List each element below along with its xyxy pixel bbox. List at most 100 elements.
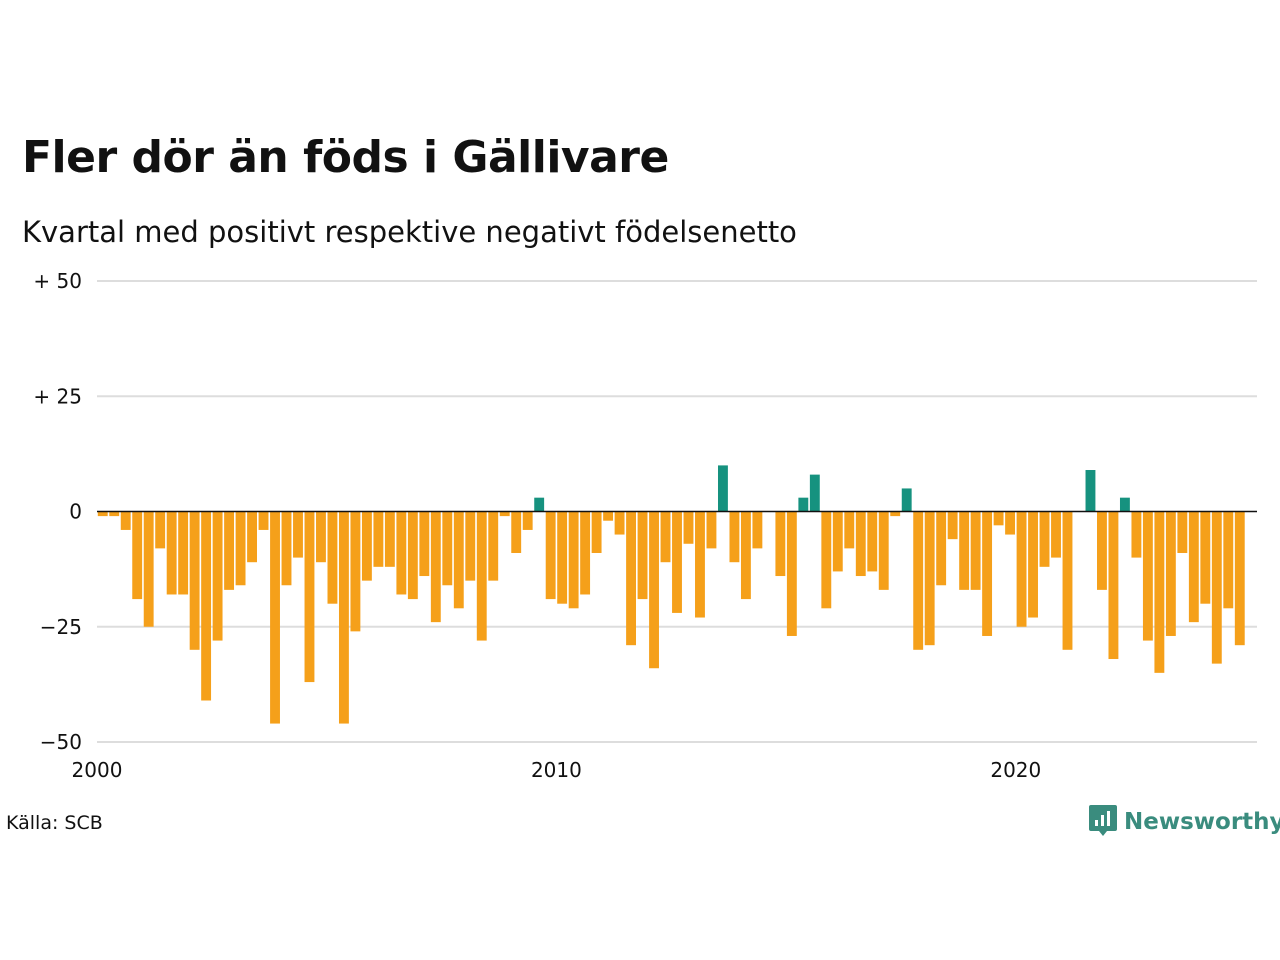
- bar: [465, 511, 476, 581]
- bar: [924, 511, 935, 646]
- bar: [936, 511, 947, 586]
- bar: [1062, 511, 1073, 650]
- bar: [717, 465, 728, 512]
- bar: [752, 511, 763, 549]
- bar: [660, 511, 671, 563]
- bar: [740, 511, 751, 600]
- bar: [373, 511, 384, 567]
- bar: [166, 511, 177, 595]
- bar: [212, 511, 223, 641]
- bar: [488, 511, 499, 581]
- bar: [591, 511, 602, 553]
- bar: [1234, 511, 1245, 646]
- y-axis-ticks: + 50 + 25 0 −25 −50: [33, 269, 82, 754]
- chart-title: Fler dör än föds i Gällivare: [22, 132, 669, 183]
- y-tick-label: −25: [40, 615, 82, 639]
- bar: [1223, 511, 1234, 609]
- bar: [109, 511, 120, 517]
- bar: [224, 511, 235, 590]
- bar: [384, 511, 395, 567]
- brand-logo: Newsworthy: [1088, 804, 1280, 840]
- bar-chart: + 50 + 25 0 −25 −50 2000 2010 2020: [33, 269, 1257, 782]
- bar: [338, 511, 349, 724]
- bar: [396, 511, 407, 595]
- bar: [143, 511, 154, 627]
- bar: [1039, 511, 1050, 567]
- bar: [522, 511, 533, 530]
- x-tick-label: 2010: [531, 758, 582, 782]
- bar: [959, 511, 970, 590]
- bar: [1028, 511, 1038, 618]
- bar: [1211, 511, 1222, 664]
- bar: [1051, 511, 1061, 558]
- bar: [1131, 511, 1142, 558]
- bar: [557, 511, 568, 604]
- bar: [913, 511, 924, 650]
- bar: [258, 511, 269, 530]
- bar: [499, 511, 510, 517]
- bar: [1005, 511, 1016, 535]
- source-note: Källa: SCB: [6, 812, 103, 834]
- bar: [832, 511, 843, 572]
- bar: [1142, 511, 1153, 641]
- bar: [603, 511, 614, 521]
- bar: [304, 511, 315, 683]
- bar: [683, 511, 694, 544]
- bar: [729, 511, 740, 563]
- bar: [293, 511, 303, 558]
- bar: [534, 497, 545, 512]
- bar: [201, 511, 212, 701]
- x-tick-label: 2000: [72, 758, 123, 782]
- bar: [350, 511, 361, 632]
- bar: [798, 497, 809, 512]
- bar: [809, 474, 820, 512]
- brand-name: Newsworthy: [1124, 809, 1280, 835]
- y-tick-label: + 25: [33, 384, 82, 408]
- bar: [361, 511, 372, 581]
- bar: [419, 511, 430, 577]
- bar: [178, 511, 189, 595]
- bar: [281, 511, 292, 586]
- y-tick-label: −50: [40, 730, 82, 754]
- bar: [614, 511, 625, 535]
- bar: [637, 511, 648, 600]
- y-tick-label: 0: [69, 500, 82, 524]
- bar: [511, 511, 522, 553]
- bar: [1016, 511, 1027, 627]
- bar: [1177, 511, 1188, 553]
- bar: [1097, 511, 1107, 590]
- bar: [982, 511, 993, 636]
- bar: [97, 511, 108, 517]
- bar: [1200, 511, 1211, 604]
- x-axis-ticks: 2000 2010 2020: [72, 758, 1042, 782]
- bar: [706, 511, 717, 549]
- bar: [327, 511, 338, 604]
- bar: [867, 511, 878, 572]
- bar: [970, 511, 981, 590]
- bar: [120, 511, 131, 530]
- bar: [947, 511, 958, 540]
- bar: [890, 511, 901, 517]
- gridlines: [97, 280, 1257, 743]
- y-tick-label: + 50: [33, 269, 82, 293]
- bar: [695, 511, 705, 618]
- bar: [1119, 497, 1130, 512]
- bar: [1108, 511, 1119, 660]
- bar: [775, 511, 786, 577]
- bar: [442, 511, 453, 586]
- bar: [453, 511, 464, 609]
- bar: [649, 511, 659, 669]
- chart-subtitle: Kvartal med positivt respektive negativt…: [22, 215, 797, 249]
- bar: [626, 511, 637, 646]
- bar: [901, 488, 912, 512]
- bar: [270, 511, 280, 724]
- bar: [545, 511, 556, 600]
- bar: [844, 511, 855, 549]
- bar: [568, 511, 579, 609]
- bar: [786, 511, 797, 636]
- bar: [476, 511, 487, 641]
- bar: [247, 511, 257, 563]
- bar: [430, 511, 441, 623]
- newsworthy-logo-icon: [1088, 803, 1118, 841]
- bar: [821, 511, 832, 609]
